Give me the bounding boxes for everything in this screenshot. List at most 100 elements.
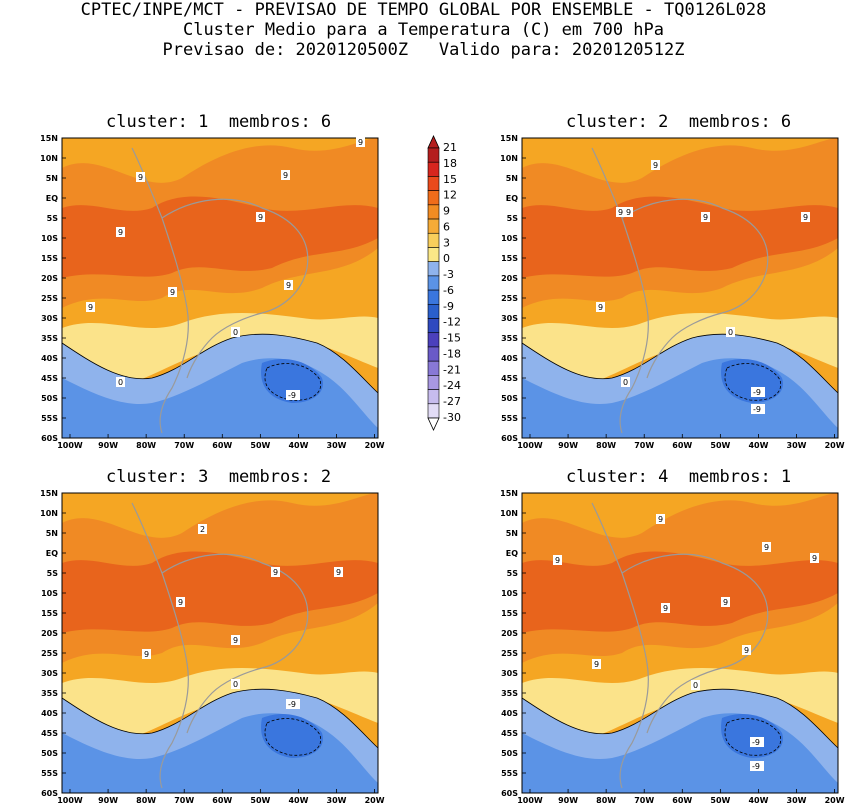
contour-label-bg [762, 542, 771, 552]
lat-tick-label: 15N [40, 134, 58, 143]
lat-tick-label: 55S [41, 769, 58, 778]
contour-label-bg [750, 761, 764, 771]
contour-label: 9 [144, 650, 149, 659]
lat-tick-label: 25S [41, 649, 58, 658]
contour-label-bg [751, 404, 765, 414]
lon-tick-label: 30W [327, 441, 347, 450]
contour-label-bg [168, 287, 177, 297]
colorbar-label: -30 [443, 411, 461, 424]
contour-label-bg [701, 212, 710, 222]
lat-tick-label: 5S [507, 569, 519, 578]
contour-label-bg [616, 207, 625, 217]
contour-label-bg [86, 302, 95, 312]
contour-label: 0 [118, 378, 123, 387]
contour-label-bg [651, 160, 660, 170]
lon-tick-label: 70W [634, 441, 654, 450]
lat-tick-label: 15N [500, 489, 518, 498]
contour-label-bg [116, 377, 125, 387]
colorbar-label: 9 [443, 205, 450, 218]
lat-tick-label: 5N [506, 529, 518, 538]
lat-tick-label: 20S [501, 629, 518, 638]
lat-tick-label: 35S [501, 689, 518, 698]
lat-tick-label: 35S [41, 334, 58, 343]
lat-tick-label: 45S [501, 729, 518, 738]
contour-label-bg [136, 172, 145, 182]
contour-label: 9 [233, 636, 238, 645]
lat-tick-label: 35S [41, 689, 58, 698]
lat-tick-label: 55S [41, 414, 58, 423]
contour-label: 0 [233, 328, 238, 337]
colorbar-swatch [427, 346, 440, 362]
lon-tick-label: 40W [288, 441, 308, 450]
contour-label: 9 [803, 213, 808, 222]
panel-1-title: cluster: 1 membros: 6 [106, 112, 332, 132]
lat-tick-label: 5N [506, 174, 518, 183]
lon-tick-label: 30W [787, 796, 807, 803]
lat-tick-label: 30S [41, 314, 58, 323]
lat-tick-label: 10S [41, 234, 58, 243]
contour-label: 9 [703, 213, 708, 222]
lat-tick-label: EQ [506, 194, 518, 203]
lon-tick-label: 70W [174, 796, 194, 803]
colorbar-swatch [427, 389, 440, 405]
lon-tick-label: 100W [57, 441, 83, 450]
lat-tick-label: 30S [501, 669, 518, 678]
colorbar-label: -15 [443, 332, 461, 345]
lon-tick-label: 40W [288, 796, 308, 803]
lat-tick-label: 60S [501, 789, 518, 798]
contour-label: -9 [752, 738, 760, 747]
contour-label-bg [656, 514, 665, 524]
colorbar-swatch [427, 332, 440, 348]
lat-tick-label: 45S [501, 374, 518, 383]
lon-tick-label: 20W [365, 441, 385, 450]
contour-label-bg [596, 302, 605, 312]
lon-tick-label: 50W [710, 796, 730, 803]
contour-label: 9 [138, 173, 143, 182]
colorbar-label: -3 [443, 268, 454, 281]
contour-labels: 9 9 9 9 9 9 9 9 0 0 -9 9 9 9 9 9 9 0 0 -9 -9 2 9 9 9 9 9 0 -9 9 9 9 9 9 9 9… [86, 137, 819, 771]
contour-label: -9 [288, 700, 296, 709]
contour-label-bg [691, 680, 700, 690]
lat-tick-label: 35S [501, 334, 518, 343]
colorbar-swatch [427, 218, 440, 234]
contour-label: 9 [555, 556, 560, 565]
contour-label: 9 [286, 281, 291, 290]
lat-tick-label: 20S [501, 274, 518, 283]
lat-tick-label: 40S [501, 709, 518, 718]
lon-tick-label: 30W [787, 441, 807, 450]
contour-label: 9 [653, 161, 658, 170]
lat-tick-label: 20S [41, 629, 58, 638]
lat-tick-label: 30S [501, 314, 518, 323]
contour-label-bg [810, 553, 819, 563]
lon-tick-label: 70W [634, 796, 654, 803]
contour-label: -9 [753, 388, 761, 397]
colorbar-label: -21 [443, 363, 461, 376]
lon-tick-label: 20W [825, 441, 845, 450]
contour-label-bg [231, 679, 240, 689]
lat-tick-label: EQ [46, 549, 58, 558]
lat-tick-label: EQ [46, 194, 58, 203]
panel-2-map [521, 137, 839, 439]
panel-1-map [61, 137, 379, 439]
lat-tick-label: 5N [46, 529, 58, 538]
lat-tick-label: 30S [41, 669, 58, 678]
lat-tick-label: 15S [501, 609, 518, 618]
panel-3-title: cluster: 3 membros: 2 [106, 467, 332, 487]
contour-label-bg [750, 737, 764, 747]
contour-label-bg [231, 327, 240, 337]
contour-label: 9 [118, 228, 123, 237]
contour-label-bg [286, 390, 300, 400]
colorbar-label: 21 [443, 141, 457, 154]
contour-label: 9 [663, 604, 668, 613]
lon-tick-label: 60W [672, 441, 692, 450]
colorbar-label: -9 [443, 300, 454, 313]
contour-label-bg [801, 212, 810, 222]
contour-label: 9 [88, 303, 93, 312]
panel-4-map [521, 492, 839, 794]
contour-label: 0 [233, 680, 238, 689]
contour-label: 9 [764, 543, 769, 552]
lon-tick-label: 50W [710, 441, 730, 450]
lon-tick-label: 100W [517, 796, 543, 803]
lat-tick-label: 5S [507, 214, 519, 223]
colorbar-swatch [427, 360, 440, 376]
